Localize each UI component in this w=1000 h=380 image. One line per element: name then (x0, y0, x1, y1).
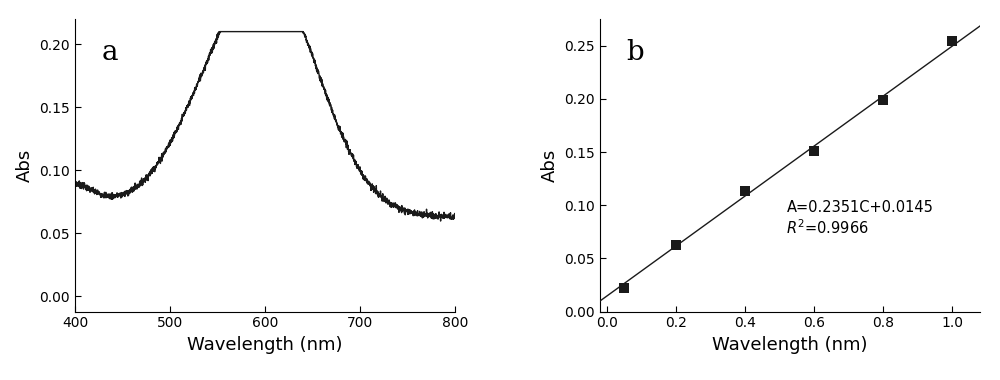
Point (668, 242, 684, 248)
Point (806, 148, 822, 154)
X-axis label: Wavelength (nm): Wavelength (nm) (712, 336, 868, 354)
Point (737, 188, 753, 195)
X-axis label: Wavelength (nm): Wavelength (nm) (187, 336, 343, 354)
Y-axis label: Abs: Abs (16, 149, 34, 182)
Text: b: b (626, 40, 644, 66)
Text: a: a (102, 40, 118, 66)
Point (944, 38, 960, 44)
Y-axis label: Abs: Abs (541, 149, 559, 182)
Text: A=0.2351C+0.0145
$R^2$=0.9966: A=0.2351C+0.0145 $R^2$=0.9966 (786, 200, 933, 237)
Point (875, 97, 891, 103)
Point (616, 285, 632, 291)
